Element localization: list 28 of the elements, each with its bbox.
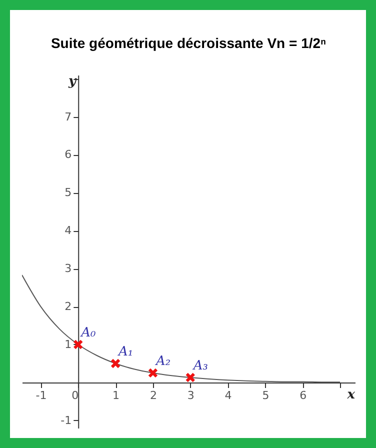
x-tick-label: -1 bbox=[36, 388, 47, 402]
x-tick-label: 3 bbox=[187, 388, 194, 402]
annotation: A₁ bbox=[118, 344, 134, 360]
y-tick-label: 3 bbox=[64, 262, 72, 276]
y-tick-label: 1 bbox=[64, 338, 72, 351]
y-axis-title: y bbox=[68, 74, 78, 89]
x-tick-label: 4 bbox=[224, 388, 232, 402]
x-tick-label: 0 bbox=[72, 388, 79, 402]
line-series bbox=[22, 274, 341, 383]
point bbox=[148, 368, 158, 378]
y-tick-label: 6 bbox=[64, 148, 72, 162]
annotation: A₂ bbox=[154, 354, 171, 369]
x-tick-label: 5 bbox=[262, 388, 270, 402]
point bbox=[110, 358, 121, 369]
point bbox=[185, 372, 196, 383]
chart-title: Suite géométrique décroissante Vn = 1/2ⁿ bbox=[50, 34, 326, 51]
y-tick-label: 2 bbox=[64, 300, 72, 314]
annotation: A₀ bbox=[80, 325, 97, 340]
annotation: A₃ bbox=[192, 358, 208, 374]
y-tick-label: 5 bbox=[64, 186, 72, 200]
y-tick-label: -1 bbox=[60, 414, 72, 427]
y-tick-label: 7 bbox=[64, 110, 72, 124]
x-tick-label: 1 bbox=[112, 388, 120, 402]
x-tick-label: 6 bbox=[300, 388, 307, 402]
x-tick-label: 2 bbox=[150, 388, 157, 402]
x-axis-title: x bbox=[346, 387, 356, 402]
point bbox=[73, 339, 84, 350]
y-tick-label: 4 bbox=[64, 224, 72, 238]
